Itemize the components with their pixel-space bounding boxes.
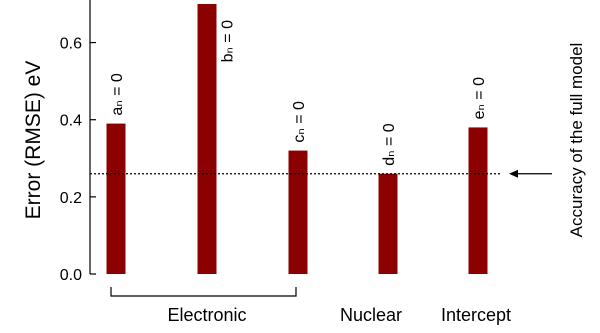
bar <box>468 127 488 274</box>
group-label: Nuclear <box>340 305 402 325</box>
bar-label: bₙ = 0 <box>220 20 237 63</box>
reference-line-group: Accuracy of the full model <box>90 43 586 238</box>
bar-label: eₙ = 0 <box>471 77 488 120</box>
electronic-bracket <box>110 287 297 297</box>
bar <box>288 150 308 274</box>
bar-label: cₙ = 0 <box>291 101 308 143</box>
bar-label: aₙ = 0 <box>109 73 126 116</box>
y-tick-label: 0.4 <box>60 113 82 130</box>
group-label: Intercept <box>441 305 511 325</box>
y-axis: 0.0 0.2 0.4 0.6 <box>60 0 96 284</box>
bar-labels-layer: aₙ = 0 bₙ = 0 cₙ = 0 dₙ = 0 eₙ = 0 <box>109 20 488 166</box>
group-label: Electronic <box>167 305 246 325</box>
bar <box>197 4 217 274</box>
reference-line-label: Accuracy of the full model <box>567 43 586 238</box>
bars-layer <box>106 4 488 274</box>
bar <box>106 123 126 274</box>
y-tick-label: 0.2 <box>60 190 82 207</box>
bar-label: dₙ = 0 <box>381 123 398 166</box>
group-labels-layer: Electronic Nuclear Intercept <box>110 287 511 325</box>
y-tick-label: 0.6 <box>60 36 82 53</box>
y-axis-title: Error (RMSE) eV <box>22 61 45 220</box>
bar <box>378 173 398 274</box>
reference-arrow-head <box>509 169 518 178</box>
y-tick-label: 0.0 <box>60 267 82 284</box>
